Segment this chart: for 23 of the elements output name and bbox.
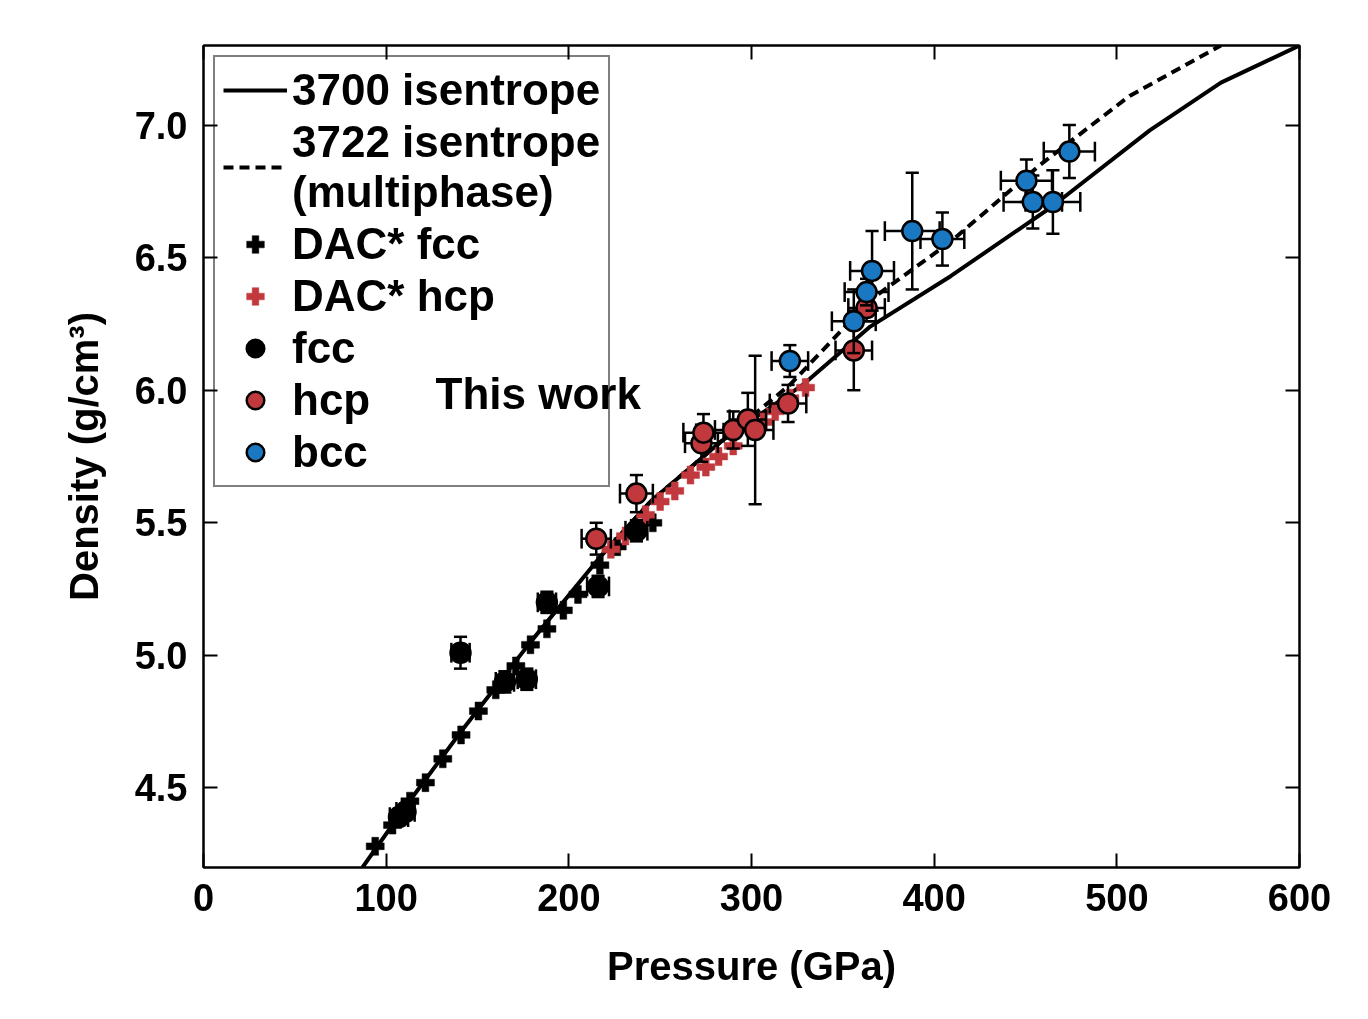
- legend-label: bcc: [292, 427, 368, 477]
- legend-label: hcp: [292, 375, 371, 425]
- x-tick-label: 300: [719, 876, 784, 919]
- y-tick-label: 6.5: [134, 237, 188, 280]
- x-tick-label: 0: [192, 876, 215, 919]
- x-axis-title: Pressure (GPa): [606, 943, 897, 988]
- y-tick-label: 5.5: [134, 502, 188, 545]
- x-tick-label: 100: [354, 876, 418, 919]
- y-tick-label: 7.0: [134, 104, 188, 147]
- y-tick-label: 6.0: [134, 369, 188, 412]
- x-tick-label: 200: [537, 876, 601, 919]
- annotation: This work: [435, 368, 642, 418]
- legend-label: DAC* hcp: [292, 271, 495, 321]
- y-axis-title: Density (g/cm³): [61, 312, 106, 601]
- legend-label: 3722 isentrope (multiphase): [292, 117, 601, 217]
- x-tick-label: 600: [1267, 876, 1332, 919]
- legend-label: fcc: [292, 323, 356, 373]
- x-tick-label: 500: [1085, 876, 1149, 919]
- legend-label: DAC* fcc: [292, 219, 481, 269]
- legend-label: 3700 isentrope: [292, 65, 601, 115]
- y-tick-label: 4.5: [134, 767, 188, 810]
- x-tick-label: 400: [902, 876, 966, 919]
- y-tick-label: 5.0: [134, 634, 188, 677]
